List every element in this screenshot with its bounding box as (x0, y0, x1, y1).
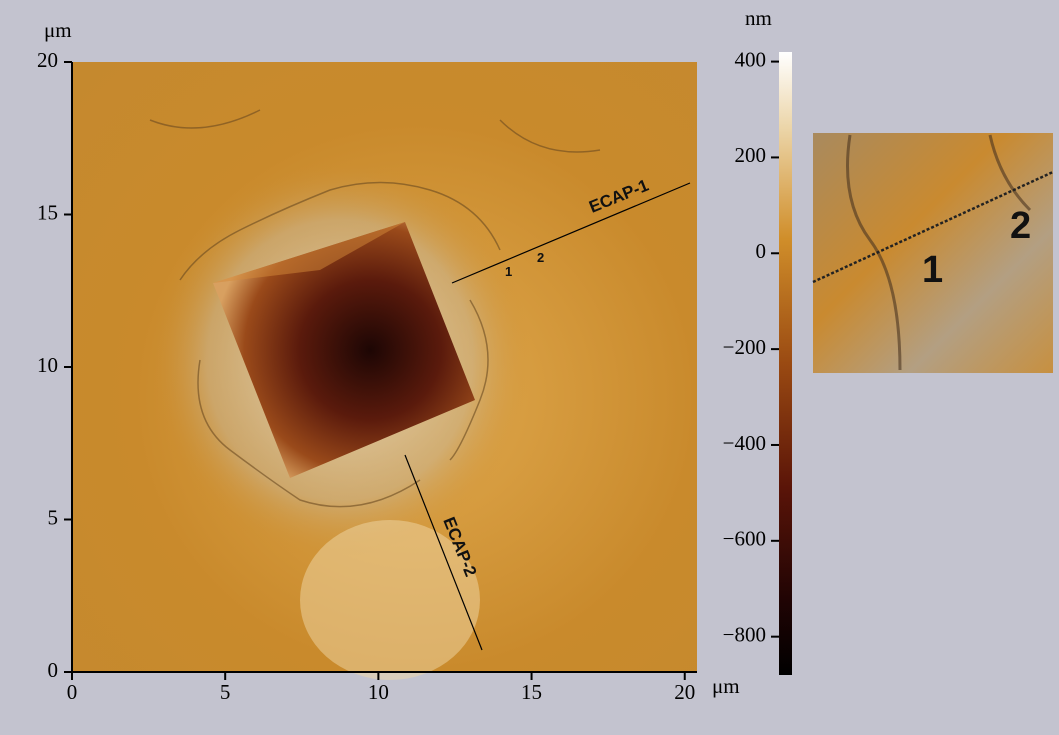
colorbar-unit: nm (745, 6, 772, 30)
colorbar-tick-label: −600 (723, 527, 766, 551)
y-unit: μm (44, 18, 72, 42)
x-tick-label: 0 (67, 680, 78, 704)
x-tick-label: 5 (220, 680, 231, 704)
colorbar-tick-label: 400 (735, 47, 767, 71)
figure: ECAP-1 ECAP-2 1 2 1 2 μm μm nm 051015200… (0, 0, 1059, 735)
x-tick-label: 15 (521, 680, 542, 704)
x-unit: μm (712, 674, 740, 698)
colorbar-tick-label: 200 (735, 143, 767, 167)
inset-label: 2 (1010, 205, 1031, 247)
y-tick-label: 10 (37, 353, 58, 377)
y-tick-label: 20 (37, 48, 58, 72)
colorbar-tick-label: −400 (723, 431, 766, 455)
x-tick-label: 20 (674, 680, 695, 704)
annotation: 2 (537, 250, 544, 265)
annotation: 1 (505, 264, 512, 279)
afm-image (72, 62, 697, 680)
x-tick-label: 10 (368, 680, 389, 704)
inset: 1 2 (813, 133, 1053, 373)
colorbar (779, 52, 792, 675)
colorbar-tick-label: −200 (723, 335, 766, 359)
y-tick-label: 15 (37, 200, 58, 224)
y-tick-label: 5 (48, 505, 59, 529)
y-tick-label: 0 (48, 658, 59, 682)
colorbar-tick-label: −800 (723, 622, 766, 646)
colorbar-tick-label: 0 (756, 239, 767, 263)
inset-label: 1 (922, 249, 943, 291)
